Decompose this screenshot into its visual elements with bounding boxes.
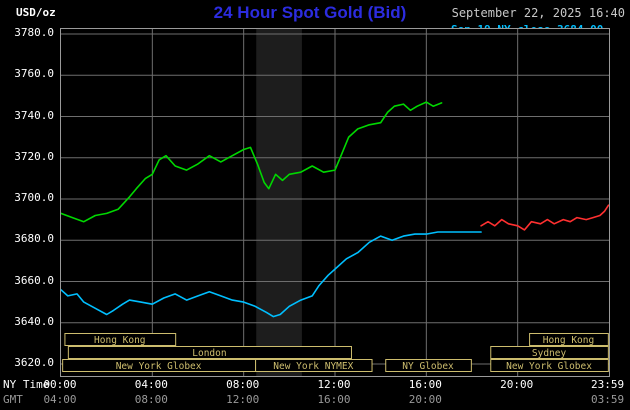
session-box xyxy=(529,333,609,346)
session-box xyxy=(255,359,373,372)
x-axis-tick-label-nytime: 04:00 xyxy=(134,378,168,391)
y-axis-tick-label: 3740.0 xyxy=(14,108,54,122)
series-line-sep-19-ny-close xyxy=(61,231,482,318)
x-axis-tick-label-gmt: 03:59 xyxy=(590,393,625,406)
series-line-sep-22 xyxy=(61,101,443,223)
series-line-sep-21-sunday xyxy=(480,204,609,231)
session-box xyxy=(67,346,352,359)
x-axis-tick-label-gmt: 04:00 xyxy=(43,393,77,406)
session-label: Sydney xyxy=(532,348,567,359)
x-axis-tick-label-nytime: 12:00 xyxy=(317,378,351,391)
chart-datetime: September 22, 2025 16:40 xyxy=(451,6,625,20)
y-axis-units-label: USD/oz xyxy=(16,6,56,19)
y-axis-tick-label: 3660.0 xyxy=(14,273,54,287)
plot-area: Hong Kong Hong Kong London Sydney New York G… xyxy=(60,28,610,377)
x-axis-caption-nytime: NY Time xyxy=(3,378,50,391)
session-label: Hong Kong xyxy=(543,335,594,346)
session-label: New York Globex xyxy=(506,361,592,372)
session-label: Hong Kong xyxy=(94,335,145,346)
x-axis-tick-label-nytime: 00:00 xyxy=(43,378,77,391)
y-axis-tick-label: 3640.0 xyxy=(14,314,54,328)
session-label: New York NYMEX xyxy=(273,361,353,372)
y-axis-tick-label: 3720.0 xyxy=(14,149,54,163)
session-box xyxy=(490,359,609,372)
session-label: NY Globex xyxy=(402,361,454,372)
plot-band xyxy=(256,29,302,376)
x-axis-caption-gmt: GMT xyxy=(3,393,23,406)
y-axis-tick-label: 3680.0 xyxy=(14,232,54,246)
x-axis-tick-label-gmt: 20:00 xyxy=(408,393,442,406)
y-axis-tick-label: 3760.0 xyxy=(14,67,54,81)
session-label: New York Globex xyxy=(116,361,202,372)
y-axis-tick-label: 3700.0 xyxy=(14,191,54,204)
x-axis-tick-label-gmt: 12:00 xyxy=(226,393,260,406)
x-axis-tick-label-nytime: 16:00 xyxy=(408,378,442,391)
session-box xyxy=(385,359,472,372)
chart-canvas: Hong Kong Hong Kong London Sydney New York G… xyxy=(61,29,609,376)
chart-title: 24 Hour Spot Gold (Bid) xyxy=(213,3,407,22)
session-label: London xyxy=(192,348,226,359)
y-axis-tick-label: 3620.0 xyxy=(14,356,54,369)
session-box xyxy=(64,333,177,346)
x-axis-tick-label-nytime: 23:59 xyxy=(590,378,625,391)
x-axis-tick-label-nytime: 20:00 xyxy=(500,378,534,391)
x-axis-tick-label-gmt: 08:00 xyxy=(134,393,168,406)
x-axis-tick-label-nytime: 08:00 xyxy=(226,378,260,391)
x-axis-tick-label-gmt: 16:00 xyxy=(317,393,351,406)
session-box xyxy=(490,346,609,359)
y-axis-tick-label: 3780.0 xyxy=(14,26,54,39)
